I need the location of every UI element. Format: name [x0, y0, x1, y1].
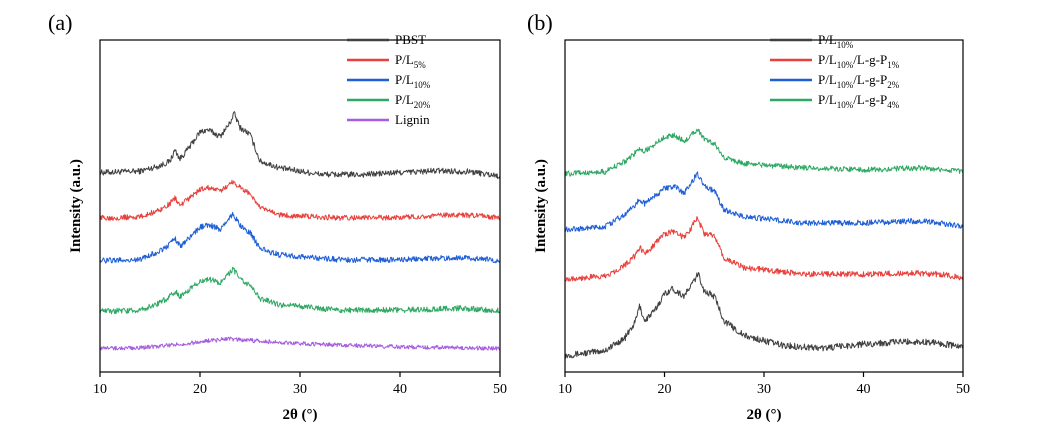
legend-label-a-0: PBST [395, 32, 426, 47]
panel-a: 10 20 30 40 50 2θ (°) Intensity (a.u.) PBST P/L5… [68, 32, 507, 423]
plot-frame-a [99, 39, 501, 373]
y-axis-title-a: Intensity (a.u.) [68, 159, 84, 253]
y-axis-title-b: Intensity (a.u.) [533, 159, 549, 253]
x-tick-label-b-40: 40 [857, 382, 871, 397]
x-axis-title-b: 2θ (°) [746, 407, 781, 423]
series-line-a-3 [99, 266, 501, 315]
x-tick-label-b-30: 30 [757, 382, 771, 397]
series-line-a-0 [99, 111, 501, 180]
x-tick-label-a-20: 20 [193, 382, 207, 397]
legend-label-b-3: P/L10%/L-g-P4% [818, 92, 900, 110]
x-tick-label-b-50: 50 [956, 382, 970, 397]
x-tick-label-b-10: 10 [558, 382, 572, 397]
x-axis-title-a: 2θ (°) [282, 407, 317, 423]
series-line-b-2 [564, 171, 964, 233]
plot-frame-b [564, 39, 964, 373]
x-tick-label-a-40: 40 [393, 382, 407, 397]
legend-label-a-3: P/L20% [395, 92, 431, 110]
panel-b: 10 20 30 40 50 2θ (°) Intensity (a.u.) P/L10% P/… [533, 32, 970, 423]
x-tick-label-a-30: 30 [293, 382, 307, 397]
legend-label-b-1: P/L10%/L-g-P1% [818, 52, 900, 70]
series-line-b-1 [564, 216, 964, 282]
panel-label-a: (a) [48, 10, 73, 35]
series-line-b-3 [564, 128, 964, 177]
series-line-a-1 [99, 179, 501, 221]
x-tick-label-a-10: 10 [93, 382, 107, 397]
series-line-b-0 [564, 272, 964, 360]
legend-label-a-2: P/L10% [395, 72, 431, 90]
series-line-a-2 [99, 211, 501, 264]
x-tick-label-b-20: 20 [658, 382, 672, 397]
legend-label-a-1: P/L5% [395, 52, 426, 70]
panel-label-b: (b) [527, 10, 553, 35]
x-tick-label-a-50: 50 [493, 382, 507, 397]
legend-label-b-0: P/L10% [818, 32, 854, 50]
series-line-a-4 [99, 336, 501, 351]
legend-label-a-4: Lignin [395, 112, 430, 127]
legend-label-b-2: P/L10%/L-g-P2% [818, 72, 900, 90]
